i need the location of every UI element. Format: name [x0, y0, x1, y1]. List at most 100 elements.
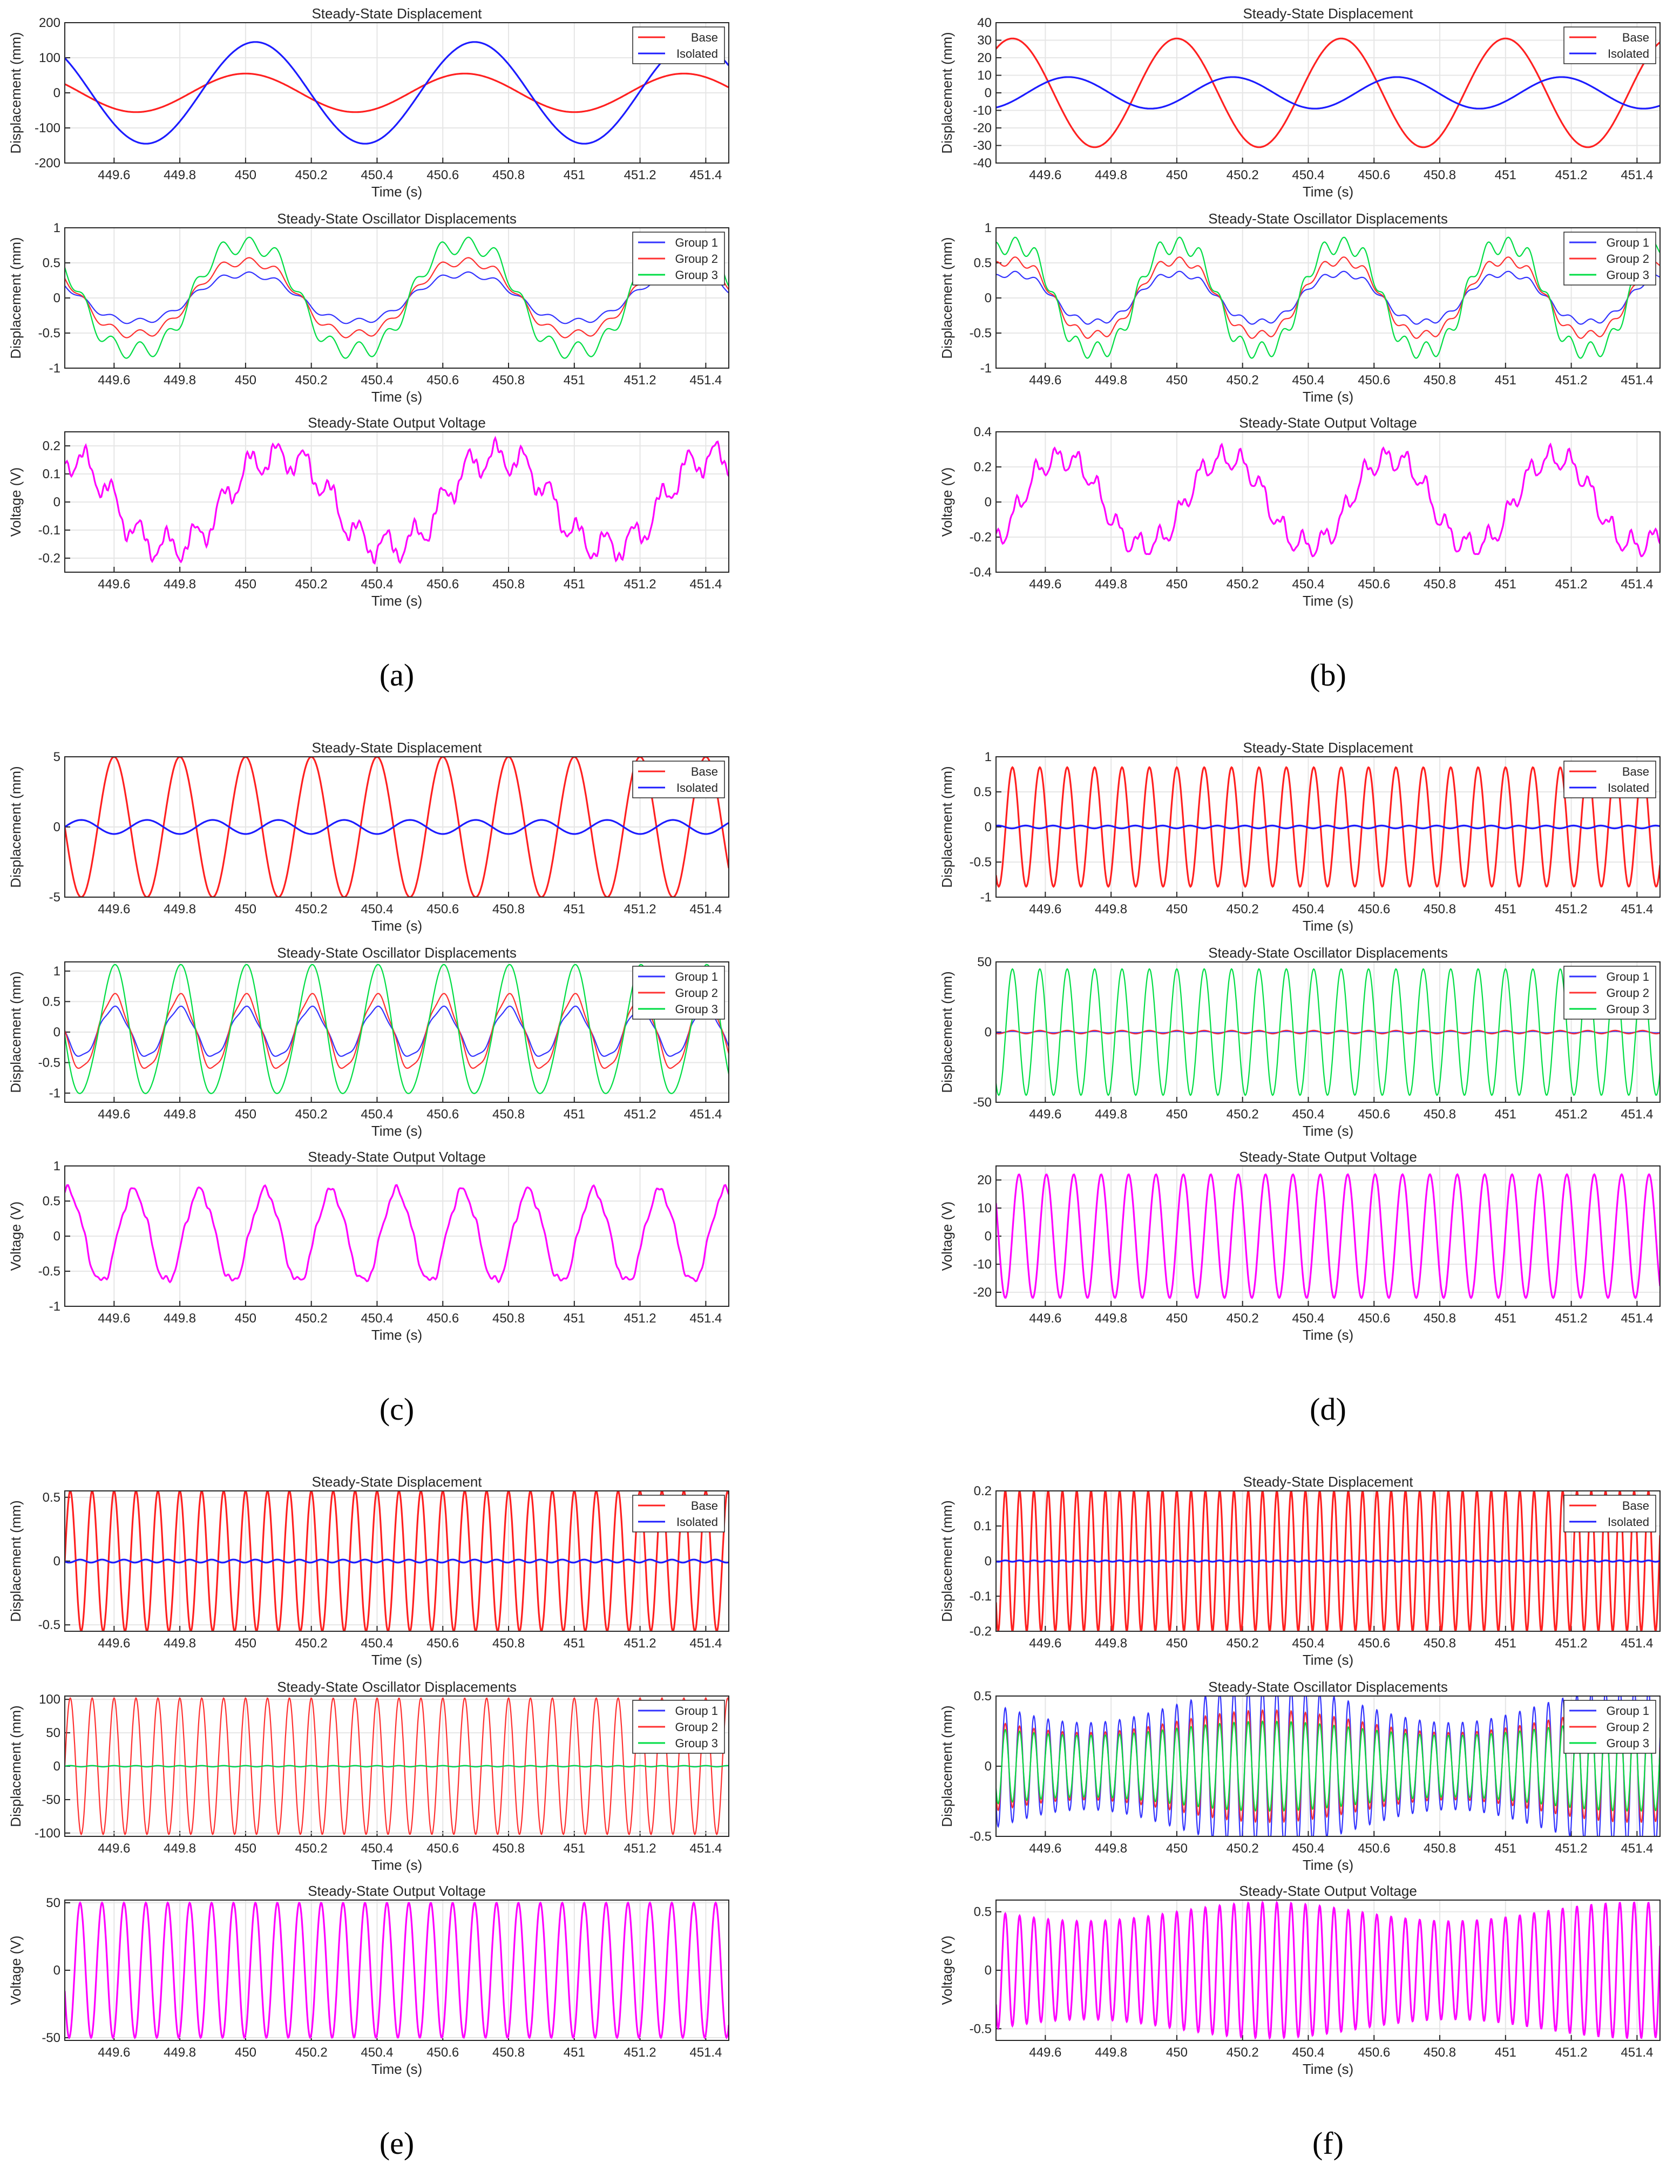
x-tick-label: 450.8 [492, 1636, 525, 1651]
axes-box [64, 1695, 729, 1837]
panel-b: 449.6 449.8 450 450.2 450.4 450.6 450.8 451 451.… [939, 5, 1661, 693]
x-tick-label: 450.4 [1292, 577, 1324, 592]
x-tick-label: 450.4 [361, 577, 393, 592]
legend-entry: Base [1622, 765, 1649, 778]
x-tick-label: 450 [1166, 902, 1188, 917]
y-tick-label: 20 [977, 1173, 992, 1188]
subplot-d-2: 449.6 449.8 450 450.2 450.4 450.6 450.8 451 451.… [939, 945, 1661, 1139]
x-tick-label: 449.6 [98, 2045, 130, 2060]
legend-entry: Group 2 [675, 986, 719, 1000]
y-axis-label: Displacement (mm) [8, 971, 24, 1093]
legend-entry: Base [691, 31, 718, 44]
x-tick-label: 450.6 [1358, 577, 1390, 592]
series-line-voltage [65, 1901, 729, 2039]
panel-caption: (c) [380, 1392, 414, 1427]
x-tick-label: 450.6 [1358, 2045, 1390, 2060]
subplot-title: Steady-State Oscillator Displacements [277, 211, 517, 227]
panel-caption: (e) [380, 2126, 414, 2161]
y-tick-label: 0 [53, 291, 60, 306]
legend-entry: Group 2 [1607, 252, 1650, 266]
legend: Base Isolated [632, 26, 725, 64]
panel-a: 449.6 449.8 450 450.2 450.4 450.6 450.8 451 451.… [8, 5, 729, 693]
legend-entry: Isolated [676, 47, 718, 60]
x-tick-label: 449.6 [1029, 1311, 1061, 1326]
x-tick-label: 449.8 [164, 168, 196, 182]
x-tick-label: 449.8 [164, 1841, 196, 1856]
x-tick-label: 451.2 [624, 373, 656, 388]
y-tick-label: 0.5 [43, 256, 60, 270]
x-tick-label: 450.6 [1358, 1107, 1390, 1122]
x-tick-label: 449.6 [98, 1311, 130, 1326]
legend-box [632, 26, 725, 64]
x-tick-label: 451 [1495, 577, 1516, 592]
x-tick-label: 451.2 [624, 902, 656, 917]
x-tick-label: 451.4 [1621, 1311, 1653, 1326]
subplot-e-3: 449.6 449.8 450 450.2 450.4 450.6 450.8 451 451.… [8, 1883, 729, 2077]
y-tick-label: -30 [973, 139, 992, 153]
y-axis-label: Displacement (mm) [939, 237, 955, 358]
y-axis-label: Voltage (V) [939, 467, 955, 537]
x-tick-label: 450.2 [1227, 902, 1259, 917]
y-tick-label: -0.1 [970, 1589, 992, 1604]
legend-box [1563, 26, 1656, 64]
x-tick-label: 451.2 [1555, 902, 1588, 917]
x-tick-label: 450.8 [492, 1107, 525, 1122]
subplot-a-1: 449.6 449.8 450 450.2 450.4 450.6 450.8 451 451.… [8, 5, 729, 200]
subplot-title: Steady-State Output Voltage [308, 1149, 486, 1165]
legend-entry: Base [691, 765, 718, 778]
x-tick-label: 450.6 [426, 1107, 459, 1122]
series-line-group-3 [996, 968, 1660, 1096]
series-line-voltage [996, 1173, 1660, 1299]
y-tick-label: -1 [49, 361, 60, 376]
y-tick-label: 200 [39, 16, 60, 30]
x-tick-label: 451.2 [624, 1841, 656, 1856]
x-tick-label: 449.8 [1095, 373, 1127, 388]
x-tick-label: 451 [564, 1107, 585, 1122]
subplot-title: Steady-State Oscillator Displacements [1208, 211, 1448, 227]
x-tick-label: 451.4 [689, 1636, 722, 1651]
x-tick-label: 450.8 [1424, 1107, 1456, 1122]
x-tick-label: 451.2 [624, 1311, 656, 1326]
x-tick-label: 451 [564, 1841, 585, 1856]
y-tick-label: 0.5 [974, 1689, 992, 1704]
x-tick-label: 451 [564, 1311, 585, 1326]
legend-entry: Base [1622, 31, 1649, 44]
x-tick-label: 450 [1166, 1841, 1188, 1856]
x-tick-label: 450.8 [1424, 1636, 1456, 1651]
y-tick-label: 0 [53, 1963, 60, 1978]
y-tick-label: 0 [985, 1963, 992, 1978]
y-tick-label: 0.5 [43, 1490, 60, 1505]
panel-caption: (d) [1310, 1392, 1346, 1427]
x-tick-label: 449.8 [1095, 1636, 1127, 1651]
x-tick-label: 449.6 [1029, 373, 1061, 388]
legend-entry: Group 1 [1607, 1704, 1650, 1718]
x-tick-label: 449.8 [164, 373, 196, 388]
x-tick-label: 451 [564, 577, 585, 592]
y-tick-label: -0.4 [970, 565, 992, 580]
x-tick-label: 450.2 [295, 1311, 328, 1326]
y-tick-label: 50 [46, 1726, 60, 1740]
x-tick-label: 451.4 [689, 1107, 722, 1122]
legend-entry: Group 2 [675, 1720, 719, 1734]
x-tick-label: 451 [1495, 1841, 1516, 1856]
y-tick-label: 0 [985, 1759, 992, 1774]
subplot-title: Steady-State Output Voltage [1239, 1149, 1417, 1165]
x-tick-label: 450.2 [1227, 1841, 1259, 1856]
x-tick-label: 451.4 [1621, 2045, 1653, 2060]
x-axis-label: Time (s) [371, 1123, 422, 1139]
x-tick-label: 451 [564, 168, 585, 182]
x-tick-label: 450 [1166, 577, 1188, 592]
x-tick-label: 451 [564, 2045, 585, 2060]
y-tick-label: -1 [980, 361, 992, 376]
x-tick-label: 451.2 [1555, 1311, 1588, 1326]
y-tick-label: -20 [973, 1285, 992, 1300]
y-tick-label: 50 [46, 1896, 60, 1910]
legend: Base Isolated [632, 1495, 725, 1532]
x-tick-label: 450.8 [492, 373, 525, 388]
x-tick-label: 450.2 [1227, 1107, 1259, 1122]
panel-caption: (b) [1310, 657, 1346, 693]
axes-box [64, 22, 729, 164]
series-line-group-3 [65, 964, 729, 1094]
x-tick-label: 451 [1495, 1107, 1516, 1122]
